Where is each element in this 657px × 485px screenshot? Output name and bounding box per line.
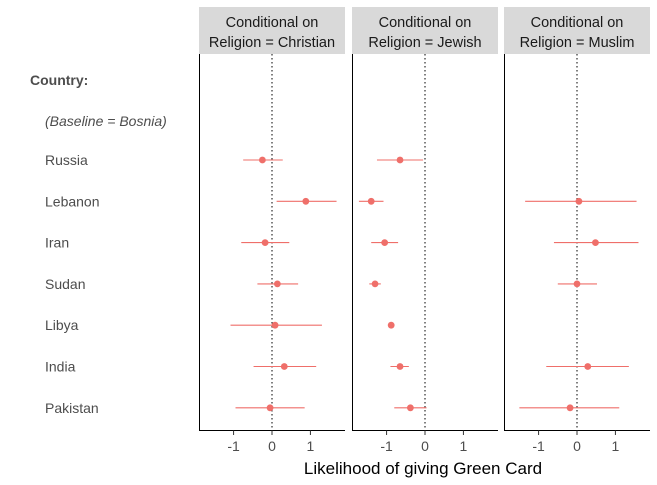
row-label-sudan: Sudan xyxy=(45,276,85,292)
row-baseline-label: (Baseline = Bosnia) xyxy=(45,113,167,129)
point-india xyxy=(280,363,288,370)
point-libya xyxy=(271,321,279,329)
point-pakistan xyxy=(407,404,414,412)
facet-panel-1: Conditional on Religion = Christian -1 0 1 xyxy=(199,7,345,454)
point-sudan xyxy=(371,280,379,288)
point-pakistan xyxy=(266,404,274,412)
point-pakistan xyxy=(566,404,574,412)
row-label-india: India xyxy=(45,359,76,375)
facet-strip-label-line1: Conditional on xyxy=(379,15,472,31)
row-label-russia: Russia xyxy=(45,152,88,168)
x-tick-label: 1 xyxy=(612,438,620,454)
point-india xyxy=(584,363,592,370)
facet-strip-label-line1: Conditional on xyxy=(226,15,319,31)
point-iran xyxy=(261,239,269,247)
facet-strip-label-line2: Religion = Christian xyxy=(209,35,335,51)
point-libya xyxy=(387,321,395,329)
facet-strip-label-line2: Religion = Muslim xyxy=(520,35,635,51)
row-label-libya: Libya xyxy=(45,317,79,333)
point-lebanon xyxy=(575,197,583,205)
facet-panel-3: Conditional on Religion = Muslim -1 0 1 xyxy=(504,7,650,454)
x-tick-label: -1 xyxy=(227,438,240,454)
x-tick-label: 0 xyxy=(268,438,276,454)
facet-strip-label-line2: Religion = Jewish xyxy=(368,35,481,51)
facet-strip xyxy=(199,7,345,54)
x-tick-label: 1 xyxy=(307,438,315,454)
point-iran xyxy=(592,239,599,247)
x-tick-label: 0 xyxy=(573,438,581,454)
row-label-lebanon: Lebanon xyxy=(45,193,100,209)
x-tick-label: 1 xyxy=(460,438,468,454)
facet-panel-2: Conditional on Religion = Jewish -1 0 1 xyxy=(352,7,498,454)
row-header-country: Country: xyxy=(30,72,88,88)
row-label-pakistan: Pakistan xyxy=(45,400,99,416)
x-tick-label: 0 xyxy=(421,438,429,454)
facet-strip-label-line1: Conditional on xyxy=(531,15,624,31)
point-iran xyxy=(381,239,389,247)
x-tick-label: -1 xyxy=(380,438,393,454)
point-lebanon xyxy=(302,197,310,205)
facet-strip xyxy=(352,7,498,54)
x-tick-label: -1 xyxy=(532,438,545,454)
x-axis-title: Likelihood of giving Green Card xyxy=(304,459,542,478)
facet-strip xyxy=(504,7,650,54)
point-russia xyxy=(258,156,266,164)
point-india xyxy=(396,363,404,370)
point-sudan xyxy=(273,280,281,288)
point-sudan xyxy=(573,280,581,288)
point-russia xyxy=(396,156,404,164)
row-labels: Country: (Baseline = Bosnia) Russia Leban… xyxy=(30,72,167,416)
point-lebanon xyxy=(367,197,375,205)
row-label-iran: Iran xyxy=(45,235,69,251)
